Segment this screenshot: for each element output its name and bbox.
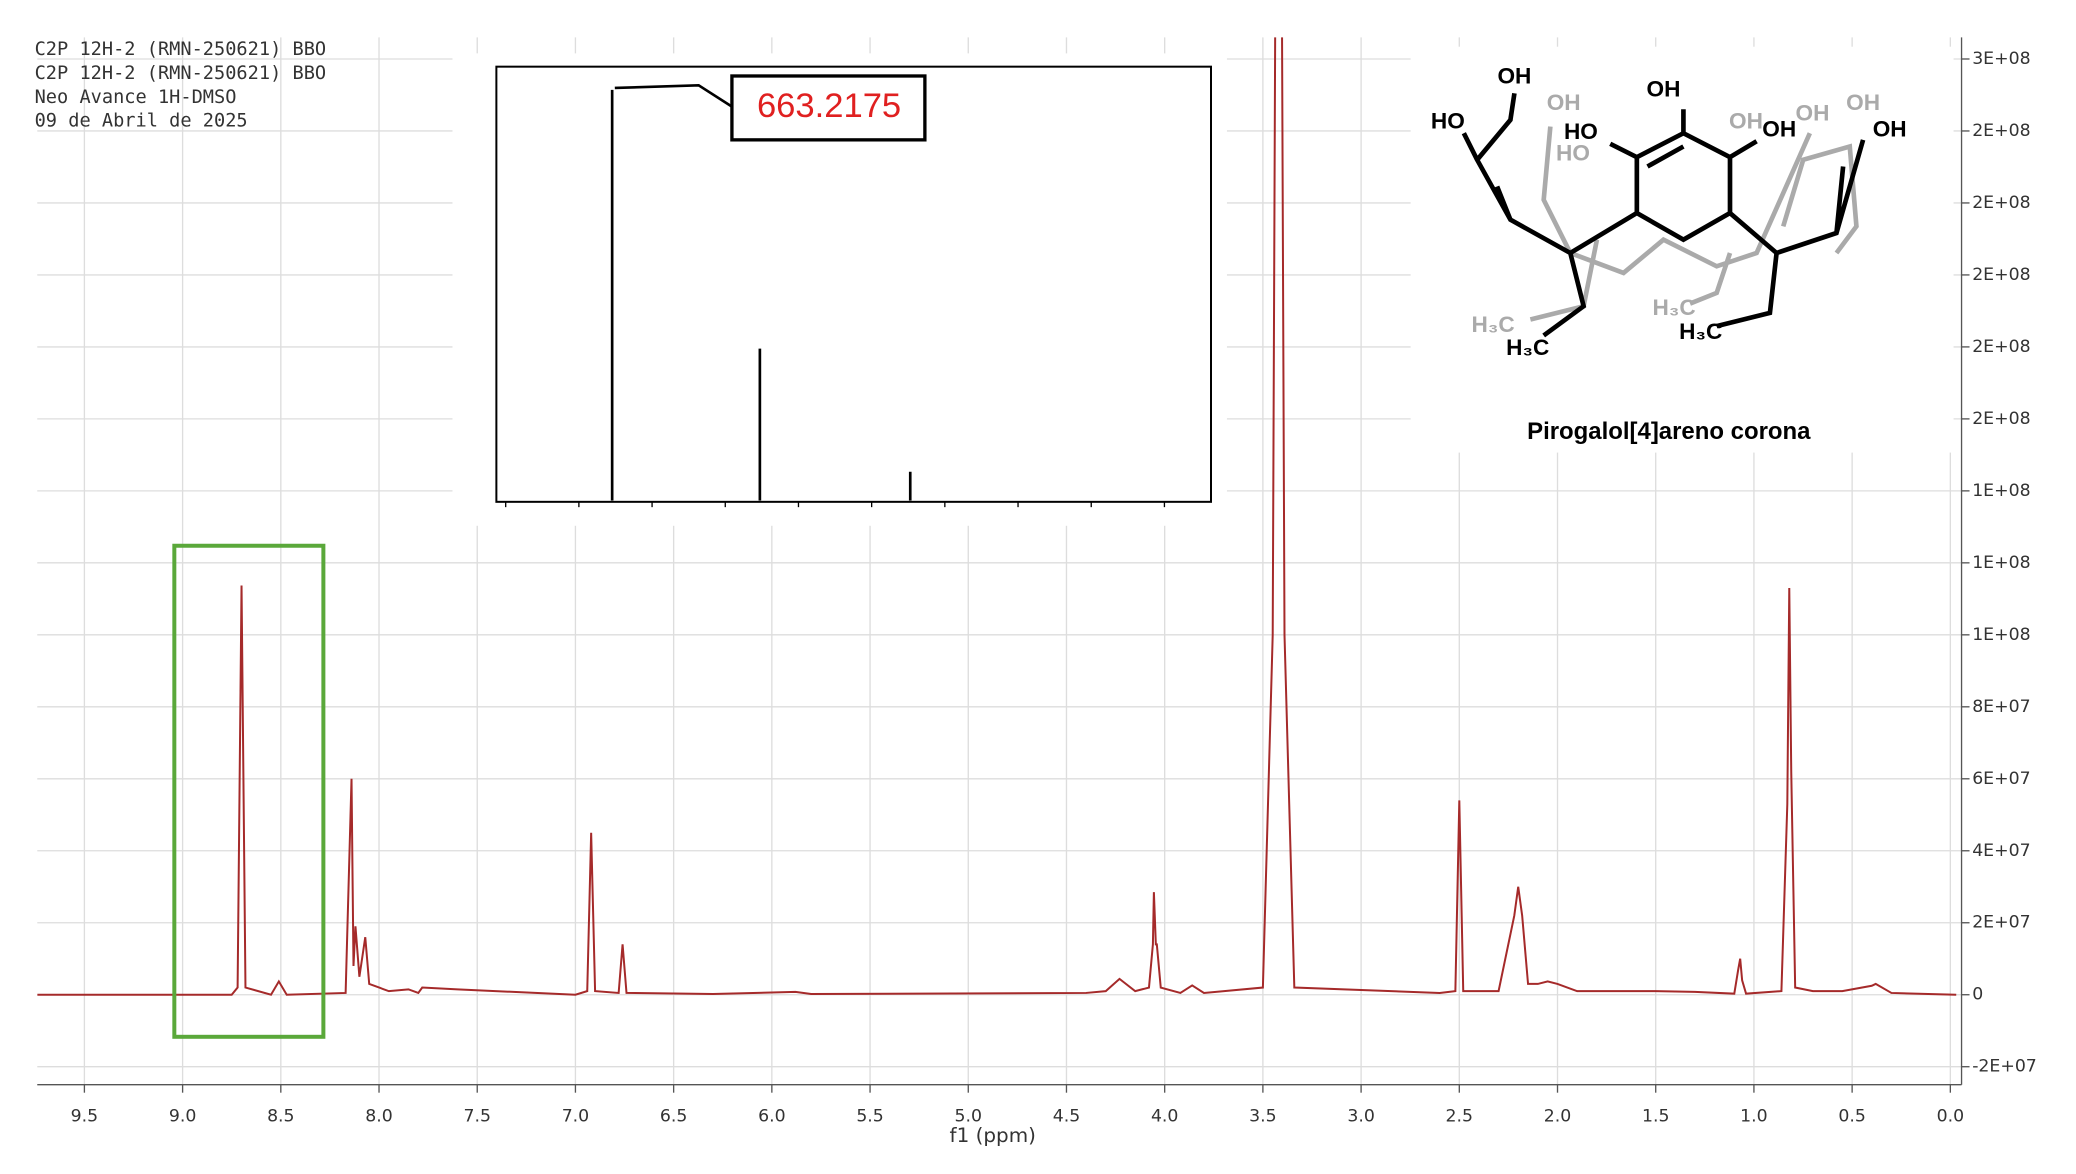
callout-box bbox=[730, 74, 927, 142]
x-tick-label: 8.0 bbox=[365, 1107, 392, 1127]
atom-label: OH bbox=[1873, 117, 1907, 142]
x-tick-label: 3.5 bbox=[1249, 1107, 1276, 1127]
x-axis-label: f1 (ppm) bbox=[950, 1123, 1036, 1147]
x-tick-label: 0.5 bbox=[1838, 1107, 1865, 1127]
y-tick-label: 1E+08 bbox=[1972, 625, 2030, 645]
header: C2P 12H-2 (RMN-250621) BBO C2P 12H-2 (RM… bbox=[35, 39, 327, 132]
header-line: C2P 12H-2 (RMN-250621) BBO bbox=[35, 63, 327, 84]
atom-label: HO bbox=[1431, 109, 1465, 134]
atom-label: H₃C bbox=[1679, 319, 1722, 344]
y-tick-label: 2E+08 bbox=[1972, 193, 2030, 213]
mass-label: 663.2175 bbox=[757, 87, 901, 125]
y-tick-label: 6E+07 bbox=[1972, 769, 2030, 789]
x-tick-label: 8.5 bbox=[267, 1107, 294, 1127]
molecule-front-bonds bbox=[1461, 92, 1866, 338]
y-tick-label: 2E+08 bbox=[1972, 337, 2030, 357]
atom-label: OH bbox=[1796, 101, 1830, 126]
y-tick-label: -2E+07 bbox=[1972, 1057, 2037, 1077]
y-tick-label: 4E+07 bbox=[1972, 841, 2030, 861]
atom-label: HO bbox=[1564, 119, 1598, 144]
inset-ms: 663.2175 bbox=[452, 53, 1227, 526]
x-tick-label: 5.0 bbox=[955, 1107, 982, 1127]
atom-label: OH bbox=[1547, 90, 1581, 115]
x-tick-label: 1.5 bbox=[1642, 1107, 1669, 1127]
x-tick-label: 9.0 bbox=[169, 1107, 196, 1127]
inset-frame bbox=[495, 65, 1212, 503]
x-tick-label: 7.5 bbox=[463, 1107, 490, 1127]
x-tick-label: 5.5 bbox=[856, 1107, 883, 1127]
axes: 9.5 9.0 8.5 8.0 7.5 7.0 6.5 6.0 5.5 5.0 4.5 4.0 3.5 3… bbox=[71, 49, 2037, 1127]
x-tick-label: 9.5 bbox=[71, 1107, 98, 1127]
x-tick-label: 7.0 bbox=[562, 1107, 589, 1127]
y-tick-label: 8E+07 bbox=[1972, 697, 2030, 717]
spectrum bbox=[37, 37, 1957, 996]
atom-label: OH bbox=[1846, 90, 1880, 115]
molecule-name: Pirogalol[4]areno corona bbox=[1527, 418, 1811, 445]
y-tick-label: 2E+08 bbox=[1972, 409, 2030, 429]
x-tick-label: 3.0 bbox=[1347, 1107, 1374, 1127]
atom-label: H₃C bbox=[1653, 295, 1696, 320]
y-tick-label: 2E+07 bbox=[1972, 913, 2030, 933]
x-tick-label: 2.5 bbox=[1446, 1107, 1473, 1127]
atom-label: OH bbox=[1647, 77, 1681, 102]
spectrum-line bbox=[37, 37, 1957, 996]
x-tick-label: 6.0 bbox=[758, 1107, 785, 1127]
header-line: 09 de Abril de 2025 bbox=[35, 111, 248, 132]
y-tick-label: 1E+08 bbox=[1972, 553, 2030, 573]
x-tick-label: 4.0 bbox=[1151, 1107, 1178, 1127]
y-tick-label: 2E+08 bbox=[1972, 265, 2030, 285]
atom-label: H₃C bbox=[1506, 335, 1549, 360]
atom-label: HO bbox=[1556, 140, 1590, 165]
y-tick-label: 3E+08 bbox=[1972, 49, 2030, 69]
x-tick-label: 1.0 bbox=[1740, 1107, 1767, 1127]
atom-label: OH bbox=[1729, 109, 1763, 134]
y-tick-label: 1E+08 bbox=[1972, 481, 2030, 501]
x-tick-label: 4.5 bbox=[1053, 1107, 1080, 1127]
highlight-box bbox=[172, 543, 326, 1039]
atom-label: OH bbox=[1497, 63, 1531, 88]
header-line: C2P 12H-2 (RMN-250621) BBO bbox=[35, 39, 327, 60]
header-line: Neo Avance 1H-DMSO bbox=[35, 87, 237, 108]
atom-label: H₃C bbox=[1472, 312, 1515, 337]
y-tick-label: 2E+08 bbox=[1972, 121, 2030, 141]
x-tick-label: 2.0 bbox=[1544, 1107, 1571, 1127]
x-tick-label: 6.5 bbox=[660, 1107, 687, 1127]
y-tick-label: 0 bbox=[1972, 985, 1983, 1005]
atom-label: OH bbox=[1762, 117, 1796, 142]
callout-line bbox=[614, 83, 733, 108]
x-tick-label: 0.0 bbox=[1937, 1107, 1964, 1127]
